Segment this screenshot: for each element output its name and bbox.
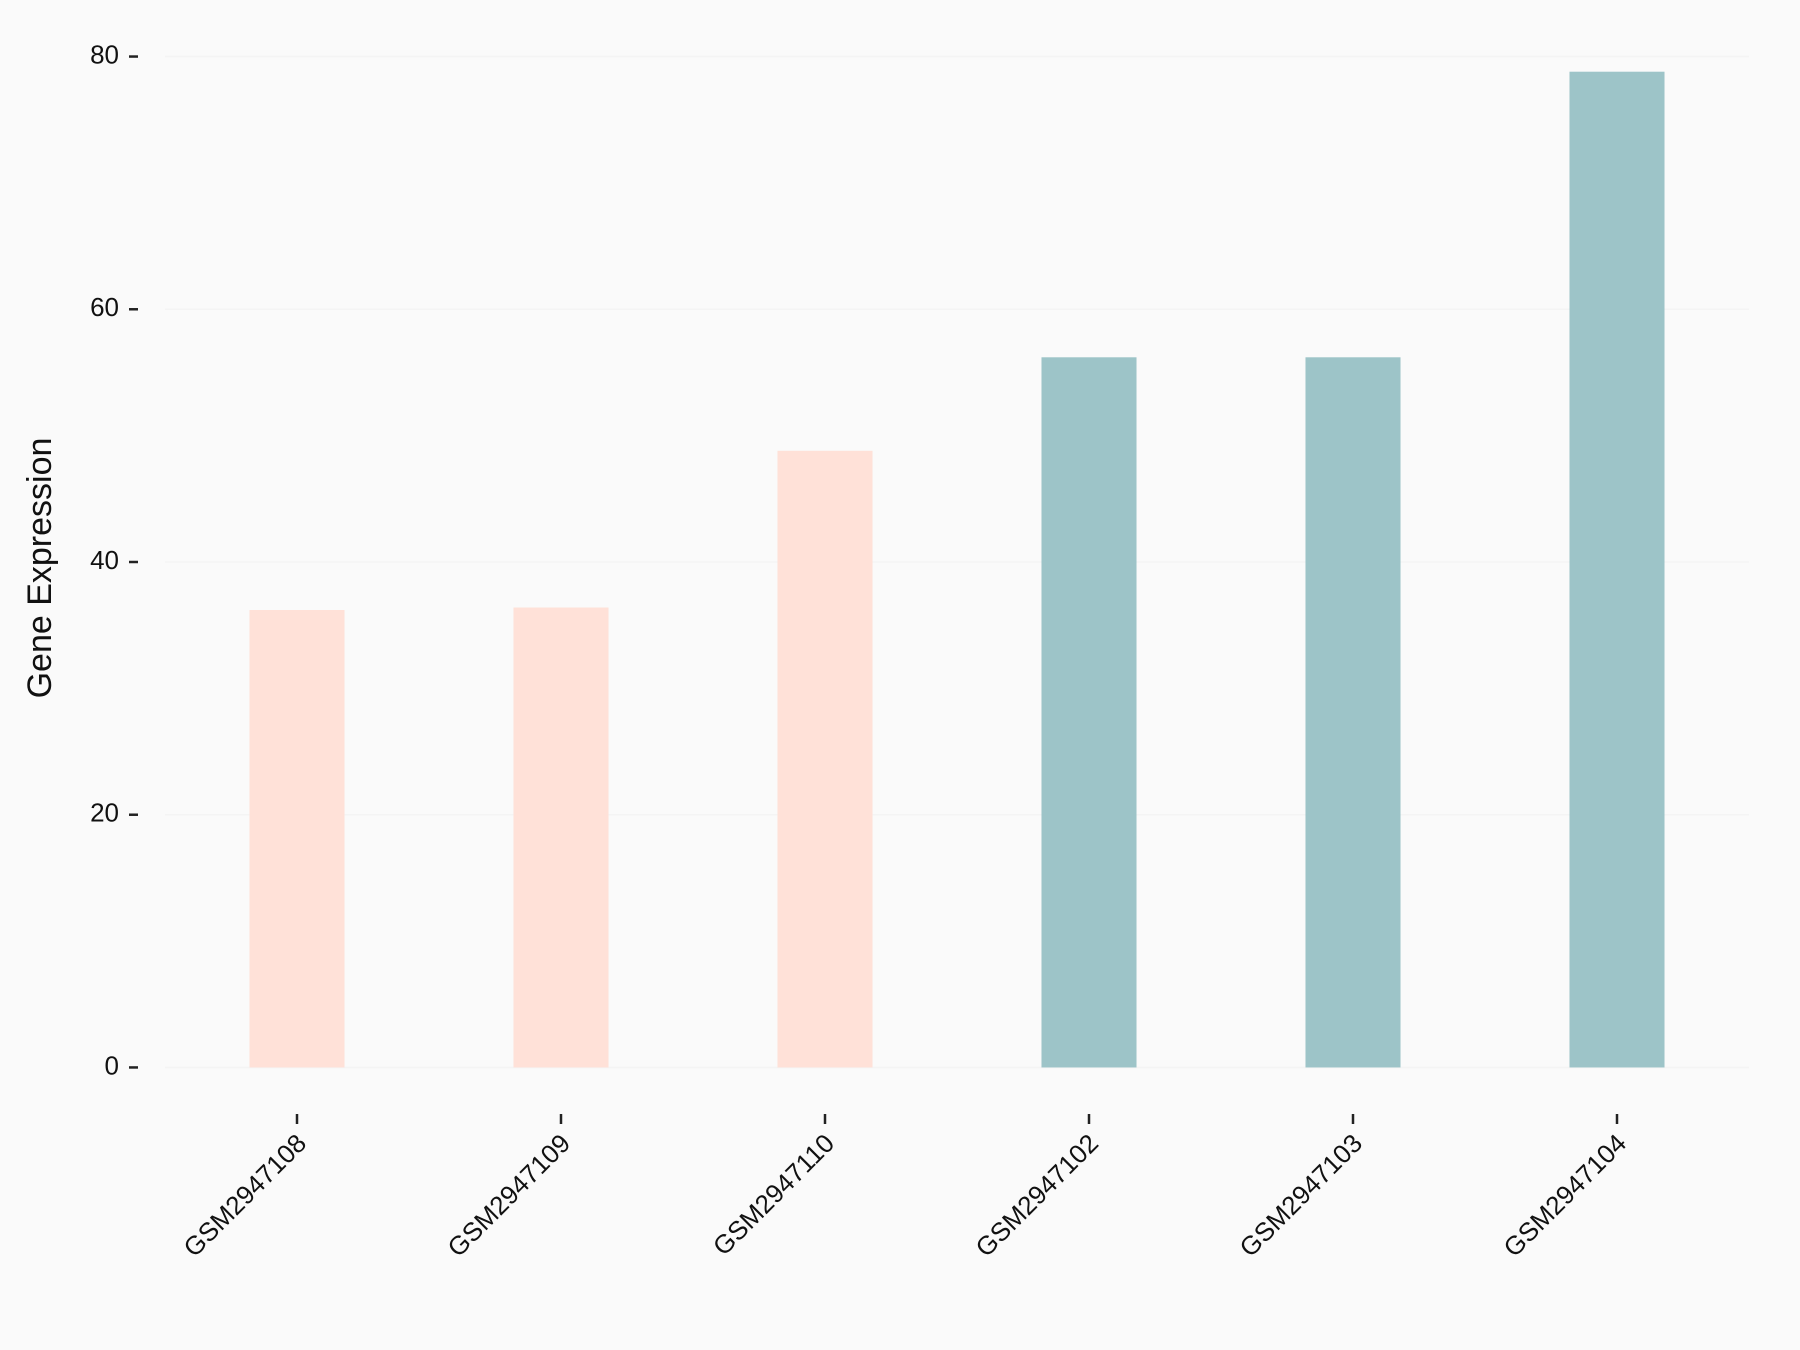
y-tick-label: 20 xyxy=(90,798,119,828)
bar xyxy=(513,607,609,1068)
bar xyxy=(1569,71,1665,1068)
y-tick-label: 0 xyxy=(105,1050,119,1080)
bar xyxy=(777,450,873,1068)
bar xyxy=(249,610,345,1068)
y-tick-label: 40 xyxy=(90,545,119,575)
bar xyxy=(1041,357,1137,1068)
y-tick-label: 60 xyxy=(90,292,119,322)
bar xyxy=(1305,357,1401,1068)
y-tick-label: 80 xyxy=(90,39,119,69)
y-axis-title: Gene Expression xyxy=(21,438,59,699)
